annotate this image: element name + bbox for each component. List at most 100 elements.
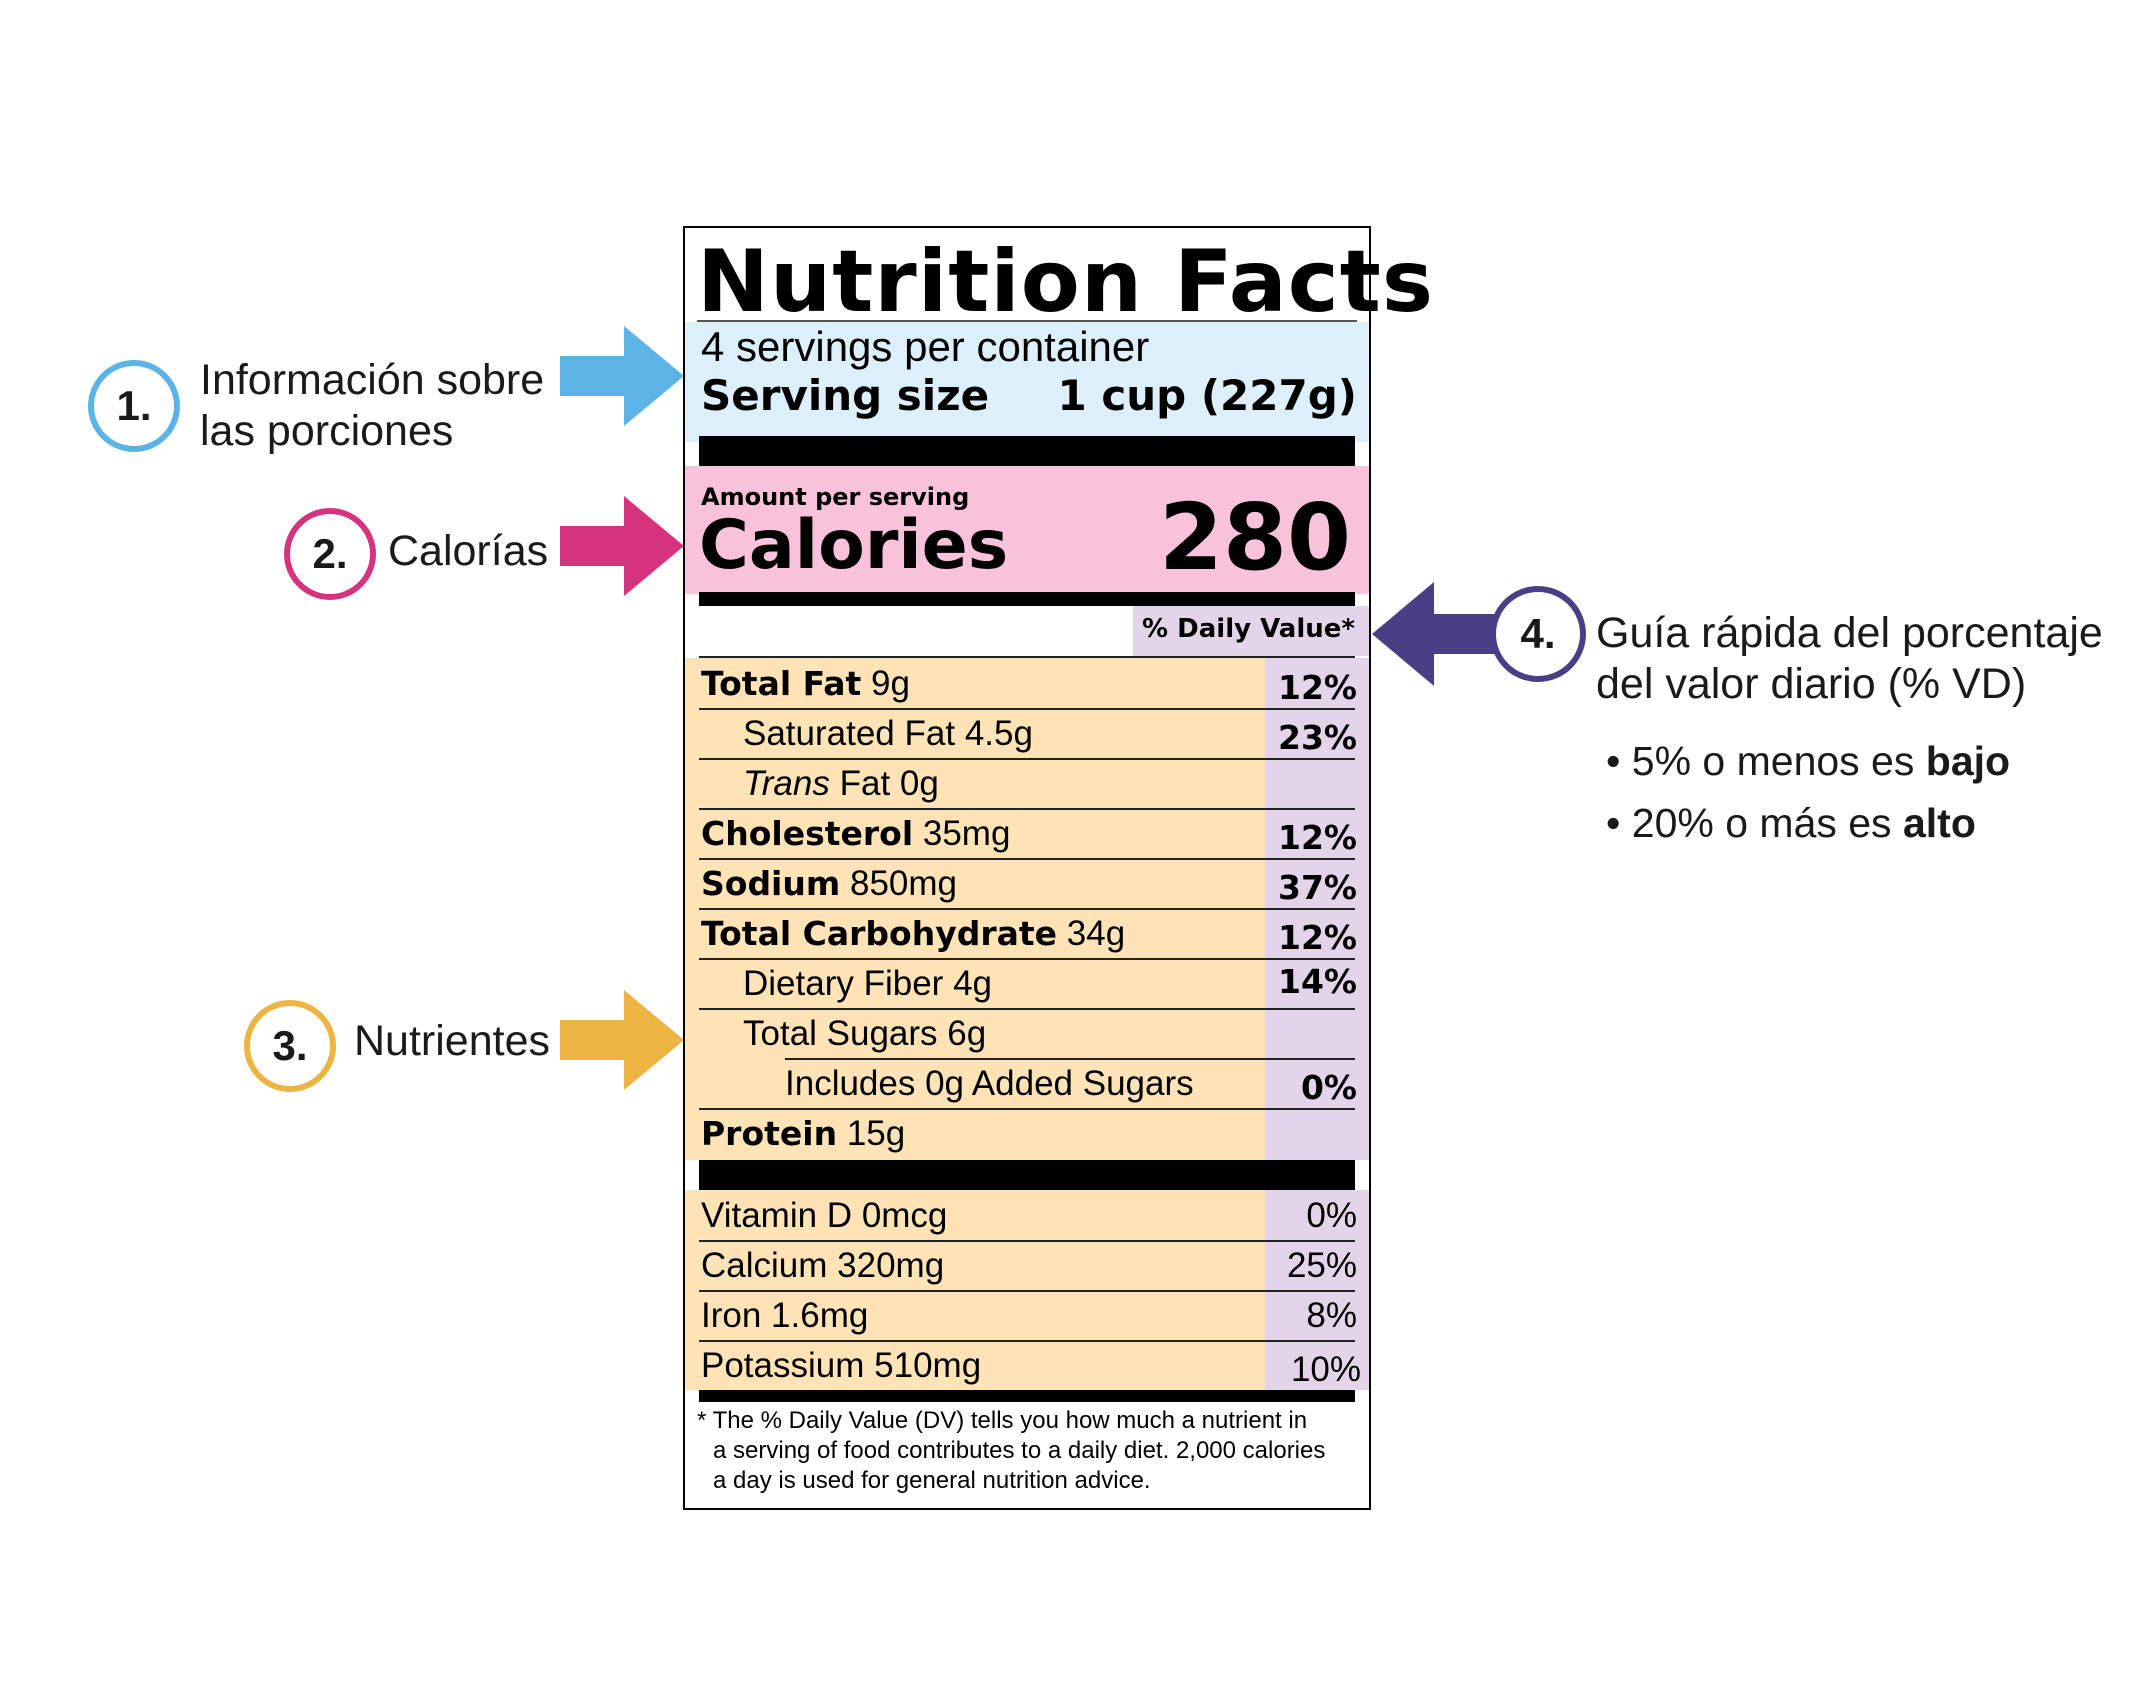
nutrient-dv: 14% [1278, 962, 1357, 1001]
callout-4-line1: Guía rápida del porcentaje [1596, 609, 2103, 657]
vitamin-amount: 320mg [837, 1246, 945, 1285]
thick-rule-2 [699, 592, 1355, 606]
amount-per-serving: Amount per serving [701, 483, 970, 511]
arrow-right-icon-serving [560, 326, 684, 426]
nutrient-amount: 0g [899, 764, 939, 803]
guide-item-low-emph: bajo [1925, 738, 2011, 784]
nutrient-amount: 4.5g [964, 714, 1033, 753]
nutrient-name: Cholesterol [701, 814, 914, 853]
nutrient-amount: 15g [846, 1114, 906, 1153]
nutrient-name: Sodium [701, 864, 841, 903]
vitamin-name: Iron [701, 1296, 762, 1335]
arrow-left-icon-daily-value [1372, 582, 1510, 686]
nutrient-name: Includes 0g Added Sugars [785, 1064, 1194, 1103]
guide-item-high-emph: alto [1902, 800, 1976, 846]
nutrient-amount: 9g [871, 664, 910, 703]
footnote-line2: a serving of food contributes to a daily… [713, 1437, 1326, 1464]
row-divider [699, 808, 1355, 810]
thick-rule-3 [699, 1160, 1355, 1190]
arrow-right-icon-calories [560, 496, 684, 596]
calories-label: Calories [699, 506, 1009, 585]
callout-2-number: 2. [312, 530, 348, 577]
row-divider [699, 1240, 1355, 1242]
nutrient-name: Saturated Fat [743, 714, 956, 753]
callout-4-line2: del valor diario (% VD) [1596, 660, 2027, 708]
daily-value-header: % Daily Value* [1142, 614, 1355, 644]
row-divider [699, 1340, 1355, 1342]
callout-1-line1: Información sobre [200, 356, 545, 404]
row-divider [699, 1108, 1355, 1110]
nutrient-name: Total Carbohydrate [701, 914, 1058, 953]
vitamin-name: Vitamin D [701, 1196, 853, 1235]
thick-rule-1 [699, 436, 1355, 466]
label-title: Nutrition Facts [697, 232, 1435, 332]
callout-2-text: Calorías [388, 527, 549, 575]
nutrient-amount: 34g [1066, 914, 1126, 953]
footnote-line3: a day is used for general nutrition advi… [713, 1467, 1151, 1494]
guide-item-low: • 5% o menos es bajo [1606, 738, 2010, 785]
daily-value-header-band [1133, 606, 1369, 656]
bullet-icon: • [1606, 800, 1621, 846]
nutrient-name: Fat [839, 764, 891, 803]
vitamin-row-vitamin-d: Vitamin D 0mcg 0% [685, 1190, 1369, 1240]
guide-item-low-prefix: 5% o menos es [1631, 738, 1915, 784]
callout-1-circle: 1. [88, 360, 180, 452]
row-divider [699, 858, 1355, 860]
nutrient-amount: 850mg [850, 864, 958, 903]
serving-size-label: Serving size [701, 371, 990, 420]
thick-rule-4 [699, 1390, 1355, 1402]
serving-size-value: 1 cup (227g) [1057, 371, 1357, 420]
dv-header-divider [699, 656, 1355, 658]
footnote: * The % Daily Value (DV) tells you how m… [697, 1406, 1363, 1496]
callout-4-number: 4. [1520, 610, 1556, 657]
vitamin-dv: 25% [1286, 1246, 1357, 1285]
callout-4-text: Guía rápida del porcentaje del valor dia… [1596, 608, 2103, 710]
vitamin-dv: 8% [1306, 1296, 1357, 1335]
nutrient-amount: 6g [947, 1014, 987, 1053]
guide-item-high: • 20% o más es alto [1606, 800, 1976, 847]
footnote-line1: * The % Daily Value (DV) tells you how m… [697, 1407, 1308, 1434]
serving-band [685, 322, 1369, 442]
row-divider [699, 1290, 1355, 1292]
row-divider [699, 1008, 1355, 1010]
vitamin-dv: 0% [1306, 1196, 1357, 1235]
nutrient-row-trans-fat: Trans Fat 0g [685, 758, 1369, 808]
nutrient-row-sodium: Sodium 850mg 37% [685, 858, 1369, 908]
bullet-icon: • [1606, 738, 1621, 784]
nutrient-dv: 12% [1278, 668, 1357, 707]
vitamin-name: Calcium [701, 1246, 828, 1285]
callout-2-circle: 2. [284, 508, 376, 600]
nutrient-amount: 35mg [922, 814, 1011, 853]
callout-3-circle: 3. [244, 1000, 336, 1092]
row-divider [785, 1058, 1355, 1060]
nutrient-row-added-sugars: Includes 0g Added Sugars 0% [685, 1058, 1369, 1108]
nutrient-row-cholesterol: Cholesterol 35mg 12% [685, 808, 1369, 858]
nutrient-row-dietary-fiber: Dietary Fiber 4g 14% [685, 958, 1369, 1008]
callout-3-number: 3. [272, 1022, 308, 1069]
nutrient-row-total-sugars: Total Sugars 6g [685, 1008, 1369, 1058]
callout-4-circle: 4. [1490, 586, 1586, 682]
row-divider [699, 758, 1355, 760]
row-divider [699, 958, 1355, 960]
guide-item-high-prefix: 20% o más es [1631, 800, 1892, 846]
callout-3-text: Nutrientes [354, 1017, 550, 1065]
title-divider [697, 320, 1357, 322]
nutrient-dv: 12% [1278, 818, 1357, 857]
callout-1-text: Información sobre las porciones [200, 355, 544, 457]
vitamin-amount: 0mcg [861, 1196, 948, 1235]
nutrient-name-italic: Trans [743, 764, 830, 803]
vitamin-row-calcium: Calcium 320mg 25% [685, 1240, 1369, 1290]
nutrient-dv: 12% [1278, 918, 1357, 957]
nutrition-facts-label: Nutrition Facts 4 servings per container… [683, 226, 1433, 1510]
nutrient-row-saturated-fat: Saturated Fat 4.5g 23% [685, 708, 1369, 758]
vitamin-amount: 510mg [874, 1346, 982, 1385]
callout-1-line2: las porciones [200, 407, 454, 455]
calories-value: 280 [1158, 484, 1351, 591]
nutrient-name: Dietary Fiber [743, 964, 944, 1003]
nutrient-row-protein: Protein 15g [685, 1108, 1369, 1158]
nutrient-dv: 0% [1300, 1068, 1357, 1107]
calories-band [685, 466, 1369, 594]
nutrient-row-total-fat: Total Fat 9g 12% [685, 658, 1369, 708]
nutrient-name: Protein [701, 1114, 838, 1153]
nutrient-name: Total Sugars [743, 1014, 938, 1053]
